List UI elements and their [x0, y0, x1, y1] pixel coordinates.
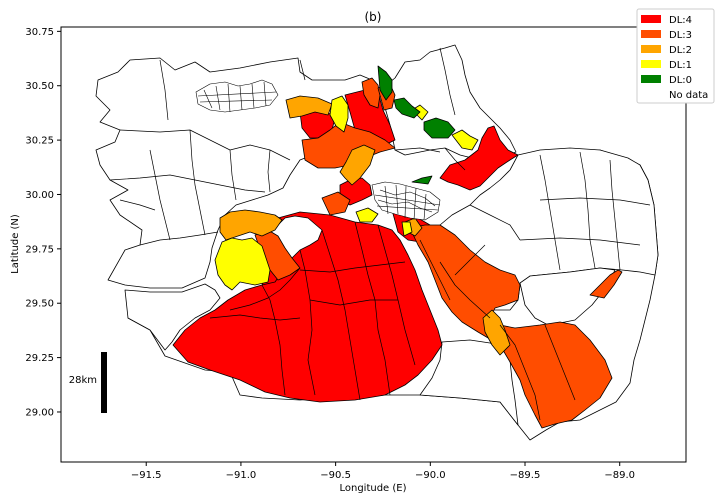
legend-swatch	[641, 75, 661, 83]
damage-zone-boundaries	[209, 221, 576, 421]
region-dl3-east	[409, 224, 613, 429]
region-dl3-farsouth	[589, 269, 623, 299]
region-nodata-north	[379, 44, 517, 161]
region-dl0-north3	[423, 117, 456, 139]
x-tick-label: −90.0	[415, 470, 446, 481]
region-dl2-east	[482, 309, 511, 356]
scale-bar	[101, 352, 107, 413]
region-dl1-northeast	[451, 129, 479, 151]
region-dl0-center	[411, 175, 433, 185]
map-regions	[95, 44, 659, 441]
urban-cluster-center	[371, 181, 441, 221]
y-tick-label: 29.00	[25, 407, 54, 418]
region-dl2-north	[285, 95, 333, 119]
region-dl3-north-top	[361, 77, 381, 109]
y-tick-label: 30.25	[25, 136, 54, 147]
x-axis-label: Longitude (E)	[339, 483, 406, 494]
x-tick-label: −89.0	[604, 470, 635, 481]
x-axis-ticks: −91.5 −91.0 −90.5 −90.0 −89.5 −89.0	[131, 462, 635, 481]
region-dl1-north	[329, 95, 349, 133]
y-tick-label: 29.75	[25, 244, 54, 255]
legend-label: No data	[669, 90, 708, 101]
region-dl3-north	[301, 121, 396, 169]
region-dl0-north1	[377, 65, 393, 101]
scale-bar-label: 28km	[69, 375, 97, 386]
x-tick-label: −91.0	[226, 470, 257, 481]
legend-swatch	[641, 45, 661, 53]
y-tick-label: 30.00	[25, 190, 54, 201]
chart-title: (b)	[365, 10, 382, 24]
region-dl2-center	[339, 144, 376, 186]
y-tick-label: 30.75	[25, 27, 54, 38]
legend-label: DL:0	[669, 75, 692, 86]
region-dl4-northeast	[439, 125, 519, 191]
legend-label: DL:4	[669, 15, 692, 26]
y-tick-label: 30.50	[25, 81, 54, 92]
legend-label: DL:1	[669, 60, 692, 71]
region-nodata-southwest	[124, 283, 221, 351]
region-dl1-west	[214, 237, 271, 291]
legend-label: DL:2	[669, 45, 692, 56]
legend-swatch	[641, 60, 661, 68]
legend-swatch	[641, 30, 661, 38]
y-axis-ticks: 29.00 29.25 29.50 29.75 30.00 30.25 30.50 30.75	[25, 27, 61, 418]
urban-cluster-northwest	[195, 79, 279, 113]
y-axis-label: Latitude (N)	[10, 214, 21, 274]
region-dl1-center2	[401, 221, 413, 237]
region-dl3-center	[321, 191, 351, 216]
region-dl1-center	[355, 207, 379, 223]
legend: DL:4 DL:3 DL:2 DL:1 DL:0 No data	[636, 8, 715, 104]
x-tick-label: −89.5	[510, 470, 541, 481]
y-tick-label: 29.50	[25, 299, 54, 310]
x-tick-label: −90.5	[320, 470, 351, 481]
legend-label: DL:3	[669, 30, 692, 41]
x-tick-label: −91.5	[131, 470, 162, 481]
region-dl0-north2	[393, 97, 421, 119]
legend-swatch	[641, 15, 661, 23]
y-tick-label: 29.25	[25, 353, 54, 364]
region-nodata-farsoutheast	[519, 267, 616, 326]
county-boundaries	[109, 47, 651, 276]
